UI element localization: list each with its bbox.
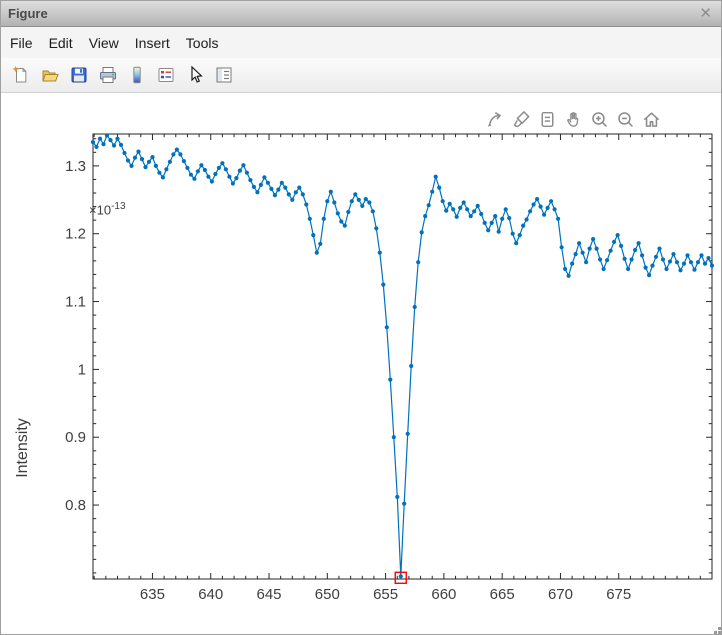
- pan-button[interactable]: [561, 107, 585, 131]
- zoom-out-icon: [617, 111, 633, 127]
- svg-text:1.2: 1.2: [65, 226, 86, 243]
- close-icon[interactable]: ✕: [699, 5, 712, 22]
- colorbar-icon: [132, 66, 141, 84]
- svg-text:1: 1: [78, 361, 86, 378]
- svg-text:660: 660: [431, 586, 456, 603]
- property-inspector-icon: [216, 67, 231, 83]
- svg-text:670: 670: [548, 586, 573, 603]
- svg-text:0.9: 0.9: [65, 429, 86, 446]
- save-figure-button[interactable]: [65, 62, 92, 89]
- plot-area[interactable]: 635 640 645 650 655 660 665 670 675 0.8 0.9 1 1.1 1.2…: [1, 93, 722, 635]
- edit-plot-button[interactable]: [181, 62, 208, 89]
- menu-view[interactable]: View: [88, 34, 119, 51]
- zoom-in-icon: [591, 111, 607, 127]
- svg-text:655: 655: [373, 586, 398, 603]
- svg-text:1.1: 1.1: [65, 294, 86, 311]
- zoom-out-button[interactable]: [613, 107, 637, 131]
- printer-icon: [99, 67, 116, 83]
- y-axis-label: Intensity: [14, 418, 31, 478]
- legend-icon: [158, 68, 173, 82]
- home-icon: [643, 111, 659, 127]
- export-icon: [487, 111, 501, 127]
- data-line: [92, 134, 713, 577]
- axes-box: [92, 133, 713, 580]
- svg-text:665: 665: [490, 586, 515, 603]
- svg-text:0.8: 0.8: [65, 497, 86, 514]
- open-folder-icon: [41, 70, 59, 82]
- save-floppy-icon: [71, 67, 86, 83]
- brush-icon: [513, 110, 530, 127]
- resize-grip[interactable]: [713, 626, 721, 634]
- brush-button[interactable]: [509, 107, 533, 131]
- tick-marks: [93, 134, 713, 579]
- menu-edit[interactable]: Edit: [48, 34, 73, 51]
- data-tips-icon: [541, 111, 553, 127]
- insert-legend-button[interactable]: [152, 62, 179, 89]
- cursor-arrow-icon: [190, 65, 203, 83]
- figure-canvas: 635 640 645 650 655 660 665 670 675 0.8 0.9 1 1.1 1.2…: [1, 93, 722, 635]
- data-markers: [90, 133, 715, 579]
- new-figure-button[interactable]: [7, 62, 34, 89]
- tick-labels: 635 640 645 650 655 660 665 670 675 0.8 0.9 1 1.1 1.2…: [65, 158, 631, 603]
- menu-insert[interactable]: Insert: [134, 34, 170, 51]
- menu-file[interactable]: File: [10, 34, 33, 51]
- svg-text:645: 645: [257, 586, 282, 603]
- title-bar[interactable]: Figure ✕: [1, 1, 721, 27]
- axes-toolbar: [1, 107, 663, 131]
- svg-text:640: 640: [198, 586, 223, 603]
- figure-toolbar: [1, 58, 721, 93]
- svg-text:1.3: 1.3: [65, 158, 86, 175]
- svg-text:635: 635: [140, 586, 165, 603]
- menu-bar: File Edit View Insert Tools: [1, 27, 721, 58]
- window-title: Figure: [8, 6, 48, 21]
- insert-colorbar-button[interactable]: [123, 62, 150, 89]
- property-inspector-button[interactable]: [210, 62, 237, 89]
- export-button[interactable]: [483, 107, 507, 131]
- open-file-button[interactable]: [36, 62, 63, 89]
- restore-view-button[interactable]: [639, 107, 663, 131]
- zoom-in-button[interactable]: [587, 107, 611, 131]
- pan-hand-icon: [566, 111, 578, 127]
- print-figure-button[interactable]: [94, 62, 121, 89]
- new-document-icon: [11, 66, 26, 83]
- min-point-highlight: [394, 571, 407, 584]
- svg-text:675: 675: [606, 586, 631, 603]
- menu-tools[interactable]: Tools: [185, 34, 219, 51]
- svg-text:650: 650: [315, 586, 340, 603]
- data-tips-button[interactable]: [535, 107, 559, 131]
- y-axis-multiplier: ×10-13: [89, 201, 126, 218]
